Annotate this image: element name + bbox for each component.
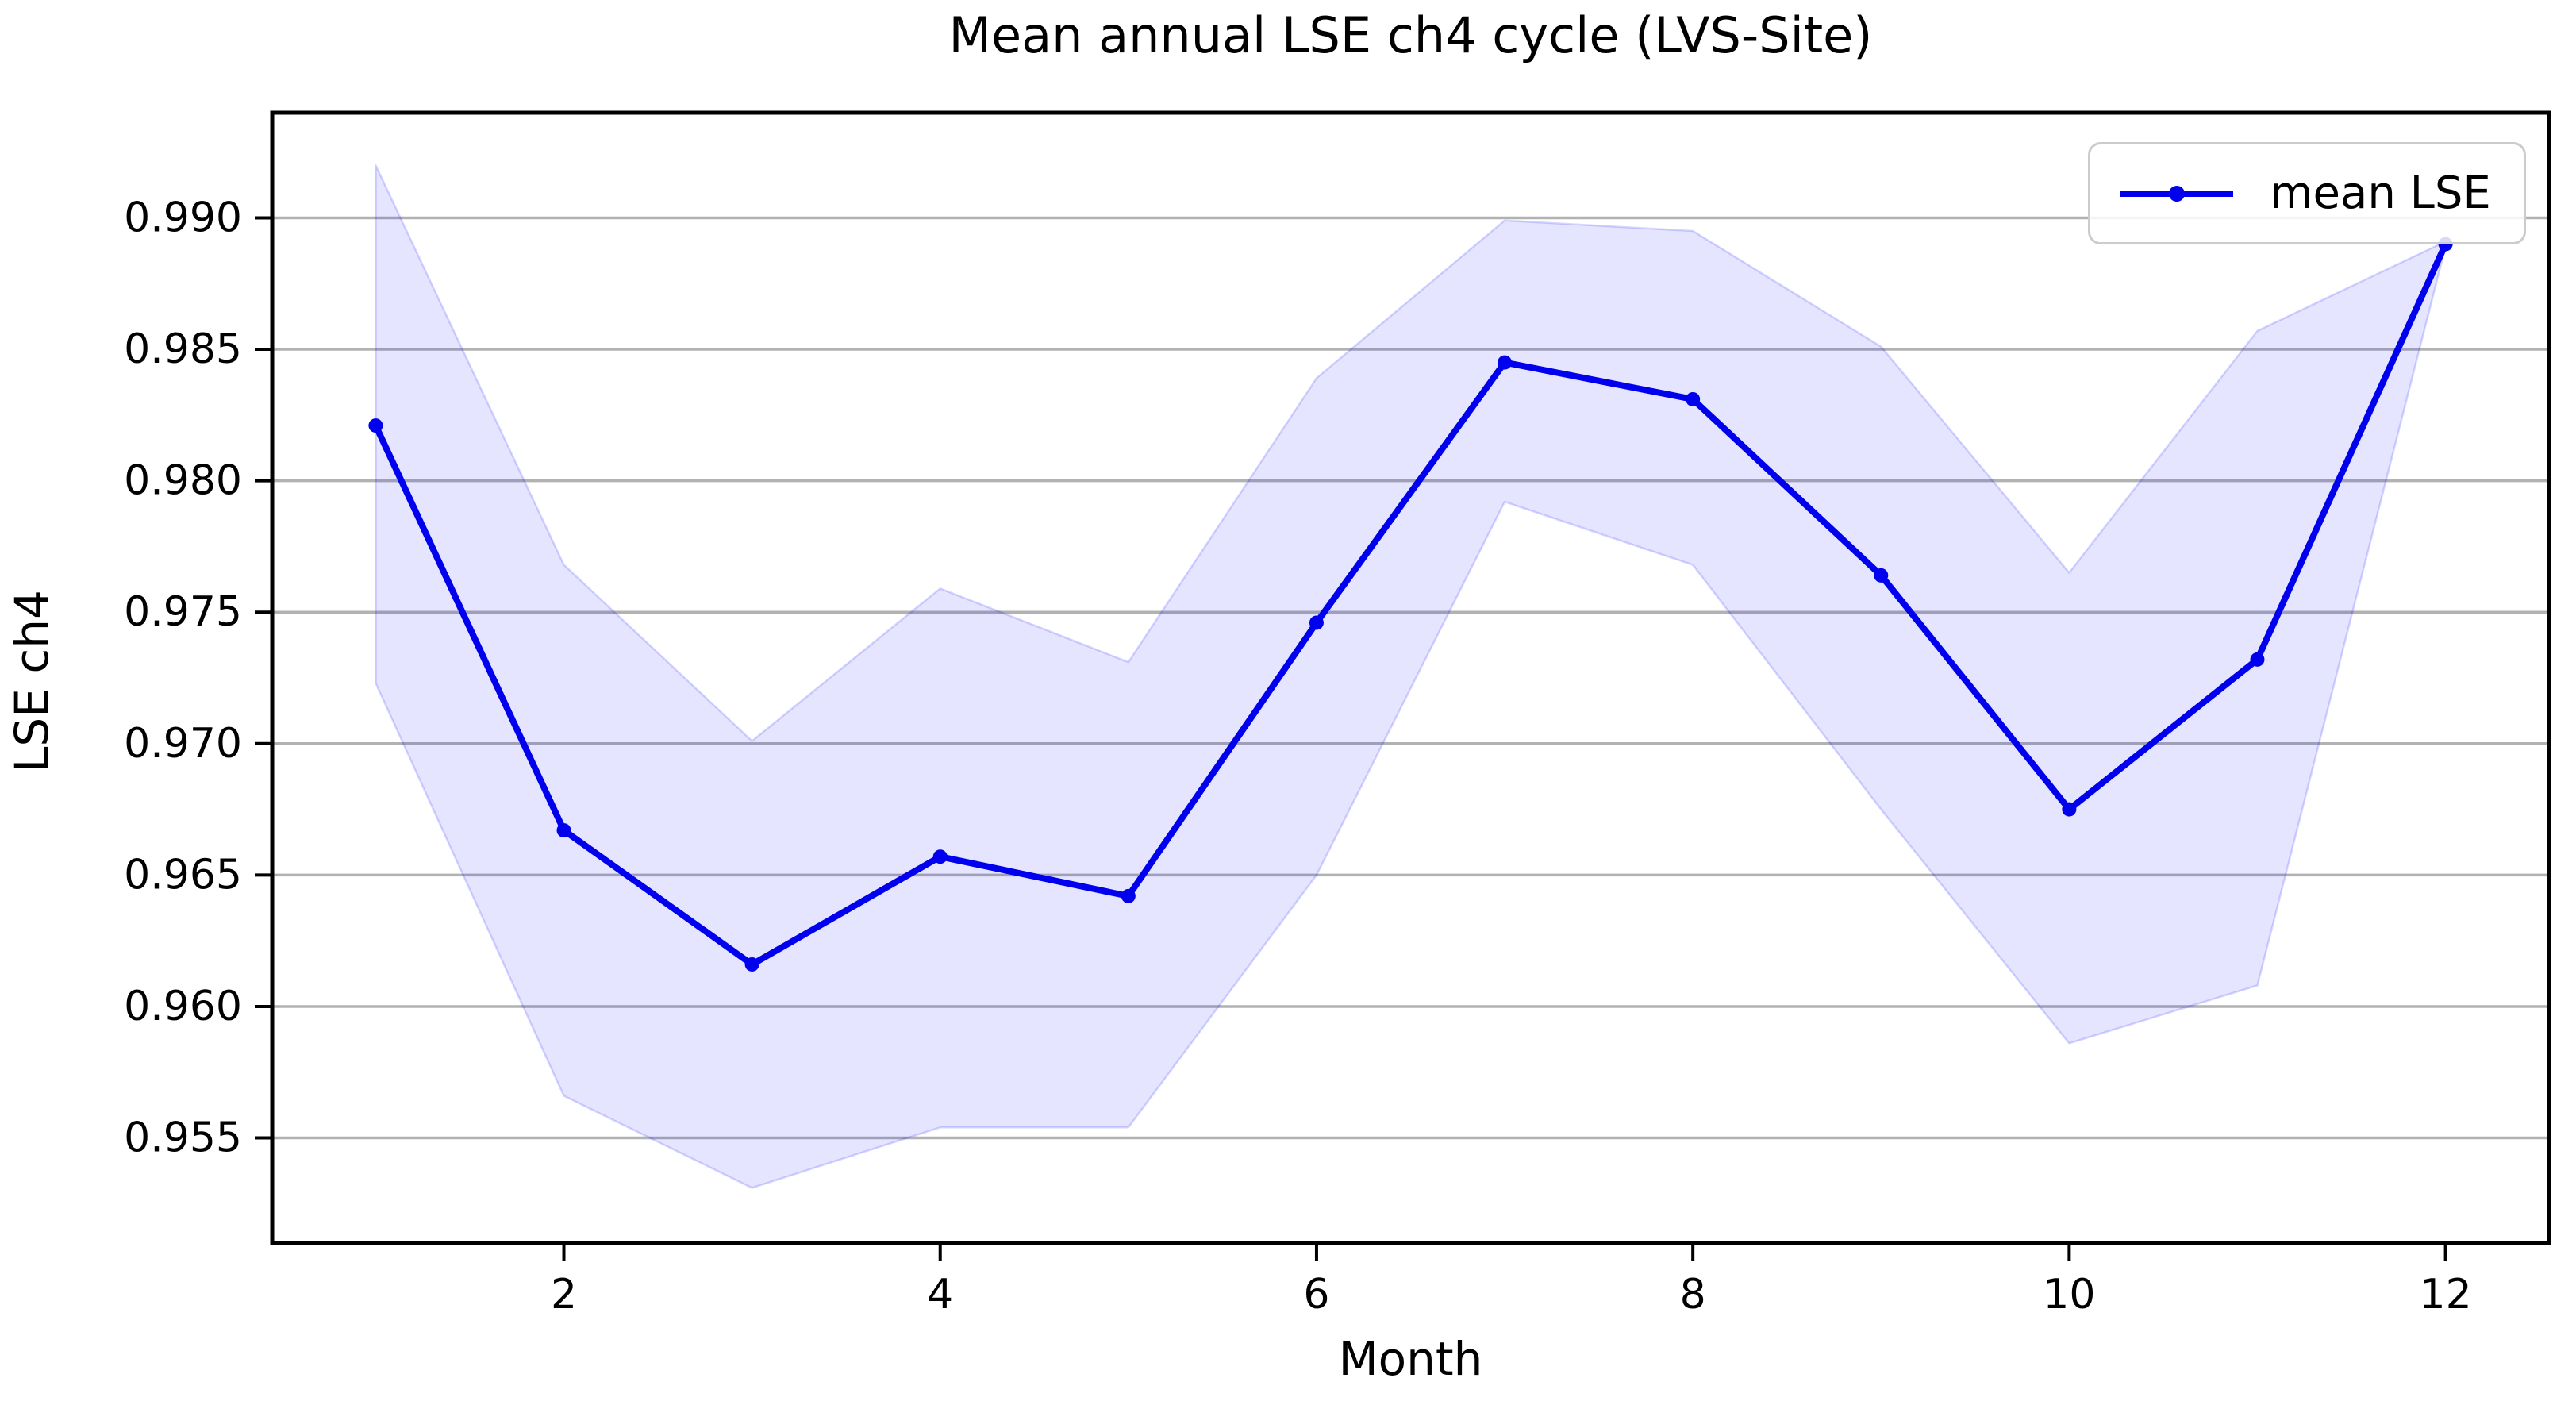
mean-line bbox=[372, 241, 2449, 968]
uncertainty-band bbox=[375, 164, 2447, 1189]
legend-line-sample bbox=[2120, 185, 2233, 202]
y-tick-label: 0.960 bbox=[124, 983, 242, 1030]
data-point-marker bbox=[556, 823, 571, 838]
y-tick-label: 0.955 bbox=[124, 1114, 242, 1162]
y-axis-label: LSE ch4 bbox=[5, 590, 59, 772]
x-axis-label: Month bbox=[1338, 1332, 1483, 1386]
data-point-marker bbox=[1874, 568, 1889, 583]
data-point-marker bbox=[932, 849, 948, 864]
y-tick-label: 0.985 bbox=[124, 325, 242, 373]
x-tick-label: 8 bbox=[1680, 1271, 1706, 1318]
data-point-marker bbox=[2250, 652, 2265, 667]
chart-title: Mean annual LSE ch4 cycle (LVS-Site) bbox=[948, 6, 1873, 64]
y-tick-label: 0.980 bbox=[124, 457, 242, 505]
x-tick-label: 12 bbox=[2420, 1271, 2472, 1318]
data-point-marker bbox=[1498, 355, 1513, 370]
data-point-marker bbox=[1686, 391, 1701, 406]
data-point-marker bbox=[368, 418, 383, 433]
axes-spines bbox=[270, 110, 2551, 1245]
x-tick-label: 2 bbox=[551, 1271, 577, 1318]
y-tick-label: 0.975 bbox=[124, 588, 242, 636]
x-tick-label: 10 bbox=[2043, 1271, 2095, 1318]
data-point-marker bbox=[1309, 615, 1324, 630]
legend-marker-icon bbox=[2169, 185, 2185, 202]
y-tick-label: 0.990 bbox=[124, 194, 242, 241]
y-tick-label: 0.970 bbox=[124, 720, 242, 768]
y-tick-label: 0.965 bbox=[124, 851, 242, 899]
legend-label: mean LSE bbox=[2270, 167, 2491, 219]
x-tick-label: 6 bbox=[1303, 1271, 1329, 1318]
legend: mean LSE bbox=[2088, 142, 2526, 244]
data-point-marker bbox=[2062, 802, 2077, 817]
data-point-marker bbox=[1121, 888, 1136, 903]
x-tick-label: 4 bbox=[927, 1271, 953, 1318]
data-point-marker bbox=[744, 957, 759, 972]
